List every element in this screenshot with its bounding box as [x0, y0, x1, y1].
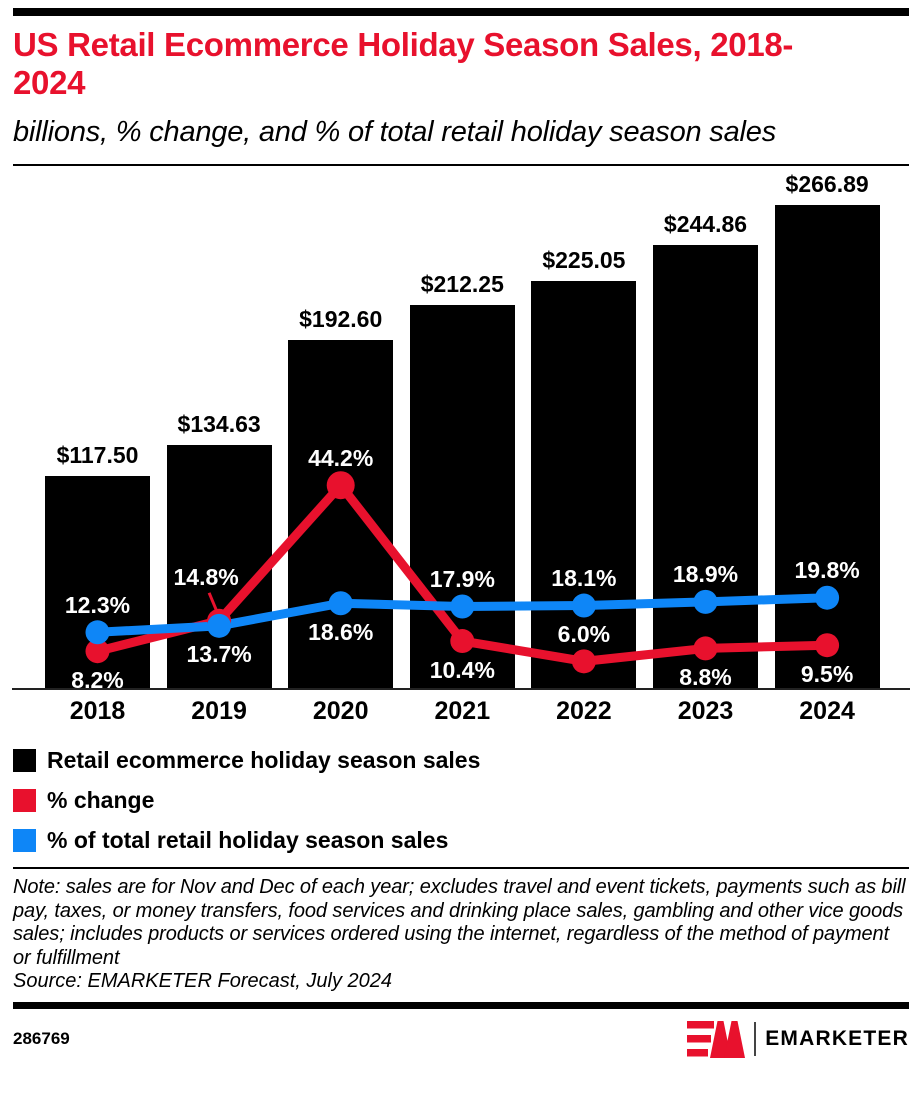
point-label: 10.4%	[429, 656, 495, 683]
legend-swatch-red	[13, 788, 36, 812]
bar-2023	[653, 245, 758, 690]
legend: Retail ecommerce holiday season sales % …	[13, 747, 909, 853]
point-label: 18.6%	[308, 618, 374, 645]
data-point	[326, 471, 355, 500]
legend-label: % of total retail holiday season sales	[47, 827, 449, 854]
data-point	[328, 591, 353, 616]
bar-2019	[166, 445, 272, 690]
data-point	[815, 586, 840, 611]
x-axis-label-2024: 2024	[799, 697, 855, 726]
chart-subtitle: billions, % change, and % of total retai…	[13, 115, 777, 148]
line-series-canvas	[85, 471, 840, 674]
bar-2022	[531, 281, 637, 690]
header-divider	[13, 164, 909, 167]
bar-value-label: $134.63	[177, 411, 261, 438]
x-axis-label-2018: 2018	[69, 697, 126, 726]
legend-label: % change	[47, 787, 155, 814]
bar-value-label: $225.05	[542, 247, 626, 274]
x-axis-label-2023: 2023	[677, 697, 734, 726]
legend-swatch-black	[13, 748, 36, 772]
point-label: 8.8%	[679, 663, 732, 690]
x-axis-line	[12, 688, 910, 691]
chart-area: $117.50 2018 $134.63 2019 $192.60 2020 $212.25…	[12, 169, 910, 729]
legend-item-bars: Retail ecommerce holiday season sales	[13, 747, 909, 773]
bar-value-label: $192.60	[299, 306, 383, 333]
footer: 286769 EMARKETER	[13, 1019, 909, 1059]
brand-wordmark: EMARKETER	[765, 1026, 909, 1050]
data-point	[815, 633, 840, 658]
legend-item-pct-of-total: % of total retail holiday season sales	[13, 827, 909, 853]
data-point	[571, 594, 596, 619]
data-point	[450, 594, 475, 619]
data-point	[85, 639, 110, 664]
chart-id: 286769	[13, 1028, 70, 1048]
x-axis-label-2019: 2019	[191, 697, 247, 726]
data-point	[85, 620, 110, 645]
bar-2020	[288, 340, 394, 690]
top-divider	[13, 8, 909, 16]
point-label: 6.0%	[557, 620, 611, 647]
data-point	[207, 614, 232, 639]
point-label: 14.8%	[173, 564, 239, 591]
legend-swatch-blue	[13, 828, 36, 852]
brand-lockup: EMARKETER	[687, 1020, 909, 1058]
data-point	[693, 636, 718, 661]
point-label: 44.2%	[308, 444, 374, 471]
bar-value-label: $212.25	[420, 270, 504, 297]
legend-label: Retail ecommerce holiday season sales	[47, 747, 481, 774]
legend-item-pct-change: % change	[13, 787, 909, 813]
x-axis-label-2021: 2021	[434, 697, 491, 726]
x-axis-label-2020: 2020	[312, 697, 369, 726]
data-point	[693, 590, 718, 615]
x-axis-label-2022: 2022	[556, 697, 612, 726]
bar-2021	[409, 304, 515, 690]
point-label: 13.7%	[186, 641, 252, 668]
point-label: 17.9%	[429, 565, 495, 592]
data-point	[450, 629, 475, 654]
footer-divider	[13, 1001, 909, 1009]
bar-value-label: $266.89	[785, 171, 869, 198]
chart-title: US Retail Ecommerce Holiday Season Sales…	[13, 26, 794, 102]
bar-value-label: $117.50	[56, 442, 139, 469]
source-text: Source: EMARKETER Forecast, July 2024	[13, 970, 393, 993]
point-label: 19.8%	[794, 557, 860, 584]
note-divider	[13, 867, 909, 870]
point-label: 18.1%	[551, 565, 617, 592]
point-label: 12.3%	[64, 591, 131, 618]
data-point	[571, 649, 596, 674]
note-text: Note: sales are for Nov and Dec of each …	[13, 876, 906, 969]
logo-divider	[754, 1021, 757, 1056]
emarketer-logo-icon	[687, 1020, 746, 1058]
point-label: 9.5%	[800, 660, 854, 687]
point-label: 8.2%	[71, 666, 124, 693]
bar-value-label: $244.86	[663, 211, 748, 238]
point-label: 18.9%	[672, 561, 739, 588]
infographic: US Retail Ecommerce Holiday Season Sales…	[12, 8, 910, 1059]
